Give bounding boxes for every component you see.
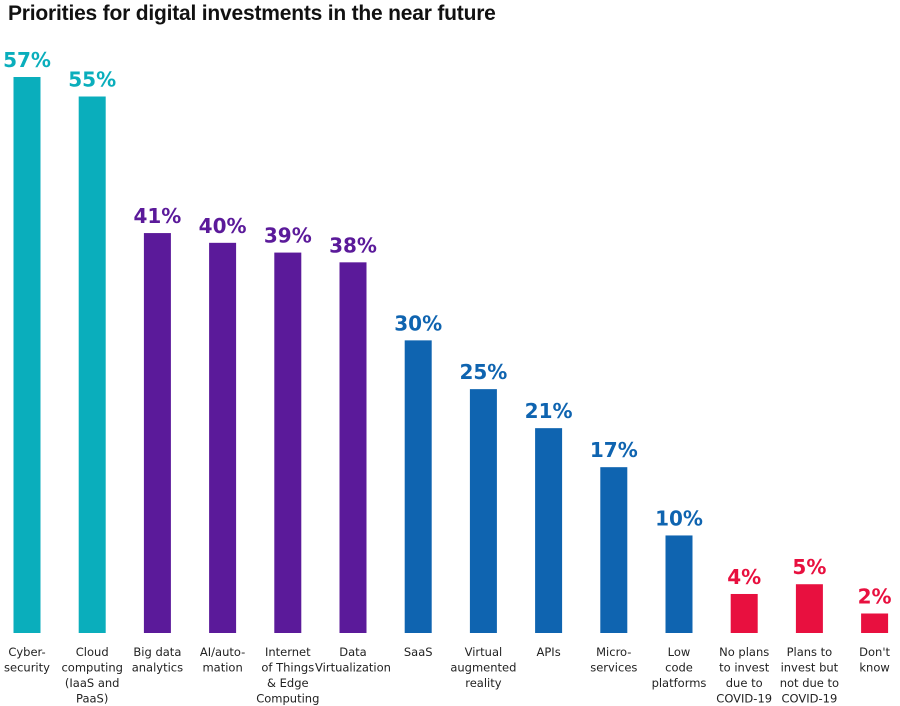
data-label: 30% bbox=[394, 311, 442, 335]
bar bbox=[469, 389, 497, 633]
category-label: Data Virtualization bbox=[315, 645, 391, 675]
bar bbox=[143, 233, 171, 633]
category-label: Big data analytics bbox=[132, 645, 183, 675]
category-label: Low code platforms bbox=[652, 645, 707, 690]
data-label: 40% bbox=[199, 214, 247, 238]
category-label: Internet of Things & Edge Computing bbox=[256, 645, 319, 706]
data-label: 4% bbox=[727, 565, 761, 589]
data-label: 21% bbox=[525, 399, 573, 423]
bar bbox=[730, 593, 758, 633]
data-label: 55% bbox=[68, 68, 116, 92]
bar bbox=[78, 96, 106, 633]
category-label: Plans to invest but not due to COVID-19 bbox=[780, 645, 839, 706]
data-label: 57% bbox=[3, 48, 51, 72]
category-label: AI/auto-mation bbox=[200, 645, 245, 675]
data-label: 39% bbox=[264, 224, 312, 248]
data-label: 41% bbox=[133, 204, 181, 228]
data-label: 2% bbox=[858, 584, 892, 608]
data-label: 17% bbox=[590, 438, 638, 462]
category-label: Cloud computing (IaaS and PaaS) bbox=[61, 645, 122, 706]
bar bbox=[665, 535, 693, 633]
bar bbox=[861, 613, 889, 633]
bar bbox=[274, 252, 302, 633]
category-label: Virtual augmented reality bbox=[450, 645, 516, 690]
data-label: 25% bbox=[459, 360, 507, 384]
category-label: Cyber-security bbox=[4, 645, 50, 675]
category-label: Don't know bbox=[859, 645, 890, 675]
category-label: Micro-services bbox=[590, 645, 637, 675]
category-label: No plans to invest due to COVID-19 bbox=[716, 645, 772, 706]
bar bbox=[339, 262, 367, 633]
bar bbox=[535, 428, 563, 633]
category-label: SaaS bbox=[404, 645, 433, 659]
bar bbox=[13, 77, 41, 633]
bar bbox=[795, 584, 823, 633]
chart-title: Priorities for digital investments in th… bbox=[8, 2, 496, 25]
data-label: 38% bbox=[329, 233, 377, 257]
bar bbox=[404, 340, 432, 633]
data-label: 10% bbox=[655, 506, 703, 530]
category-label: APIs bbox=[537, 645, 561, 659]
bar bbox=[209, 242, 237, 633]
data-label: 5% bbox=[792, 555, 826, 579]
bar bbox=[600, 467, 628, 633]
